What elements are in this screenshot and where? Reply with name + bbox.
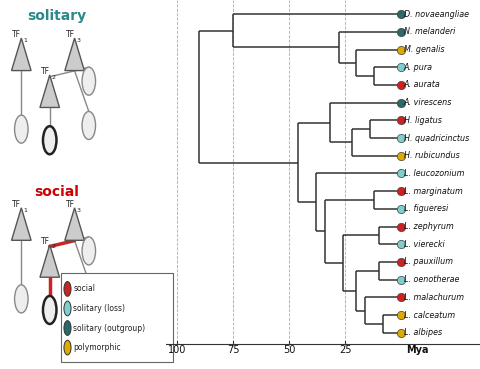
Text: A. pura: A. pura [404, 63, 432, 72]
Text: N. melanderi: N. melanderi [404, 27, 455, 37]
Text: 3: 3 [76, 207, 80, 213]
Polygon shape [12, 38, 31, 70]
Text: 3: 3 [76, 38, 80, 43]
Text: L. calceatum: L. calceatum [404, 310, 455, 320]
Text: TF: TF [66, 200, 74, 209]
Text: D. novaeangliae: D. novaeangliae [404, 10, 468, 19]
Text: M. genalis: M. genalis [404, 45, 444, 54]
Text: L. pauxillum: L. pauxillum [404, 258, 453, 266]
Text: L. albipes: L. albipes [404, 328, 442, 337]
Polygon shape [40, 245, 60, 277]
Text: solitary (outgroup): solitary (outgroup) [73, 324, 145, 332]
Circle shape [82, 237, 96, 265]
Text: L. leucozonium: L. leucozonium [404, 169, 464, 178]
FancyBboxPatch shape [61, 273, 173, 362]
Circle shape [14, 285, 28, 313]
Text: solitary: solitary [27, 9, 86, 23]
Text: 100: 100 [168, 345, 186, 355]
Polygon shape [12, 208, 31, 240]
Text: 25: 25 [339, 345, 351, 355]
Text: 50: 50 [283, 345, 295, 355]
Text: social: social [73, 284, 95, 293]
Circle shape [64, 282, 71, 296]
Circle shape [82, 67, 96, 95]
Circle shape [64, 321, 71, 335]
Text: Mya: Mya [406, 345, 428, 355]
Text: TF: TF [12, 200, 21, 209]
Text: TF: TF [12, 30, 21, 39]
Circle shape [64, 301, 71, 316]
Circle shape [14, 115, 28, 143]
Text: 2: 2 [51, 244, 56, 249]
Text: L. marginatum: L. marginatum [404, 187, 462, 196]
Circle shape [64, 340, 71, 355]
Text: 75: 75 [227, 345, 239, 355]
Circle shape [43, 296, 57, 324]
Text: social: social [35, 184, 79, 199]
Text: TF: TF [66, 30, 74, 39]
Text: L. oenotherae: L. oenotherae [404, 275, 459, 284]
Polygon shape [65, 38, 84, 70]
Text: 1: 1 [23, 38, 27, 43]
Polygon shape [40, 75, 60, 107]
Text: L. malachurum: L. malachurum [404, 293, 464, 302]
Text: A. aurata: A. aurata [404, 80, 440, 89]
Text: 1: 1 [23, 207, 27, 213]
Circle shape [43, 126, 57, 154]
Text: H. ligatus: H. ligatus [404, 116, 442, 125]
Text: TF: TF [41, 67, 50, 76]
Text: L. zephyrum: L. zephyrum [404, 222, 454, 231]
Circle shape [82, 281, 96, 309]
Text: L. figueresi: L. figueresi [404, 204, 448, 213]
Text: solitary (loss): solitary (loss) [73, 304, 125, 313]
Text: L. vierecki: L. vierecki [404, 240, 444, 249]
Circle shape [82, 111, 96, 139]
Text: A. virescens: A. virescens [404, 98, 452, 107]
Text: TF: TF [41, 237, 50, 246]
Polygon shape [65, 208, 84, 240]
Text: H. rubicundus: H. rubicundus [404, 151, 459, 160]
Text: 2: 2 [51, 75, 56, 80]
Text: polymorphic: polymorphic [73, 343, 121, 352]
Text: H. quadricinctus: H. quadricinctus [404, 134, 469, 142]
